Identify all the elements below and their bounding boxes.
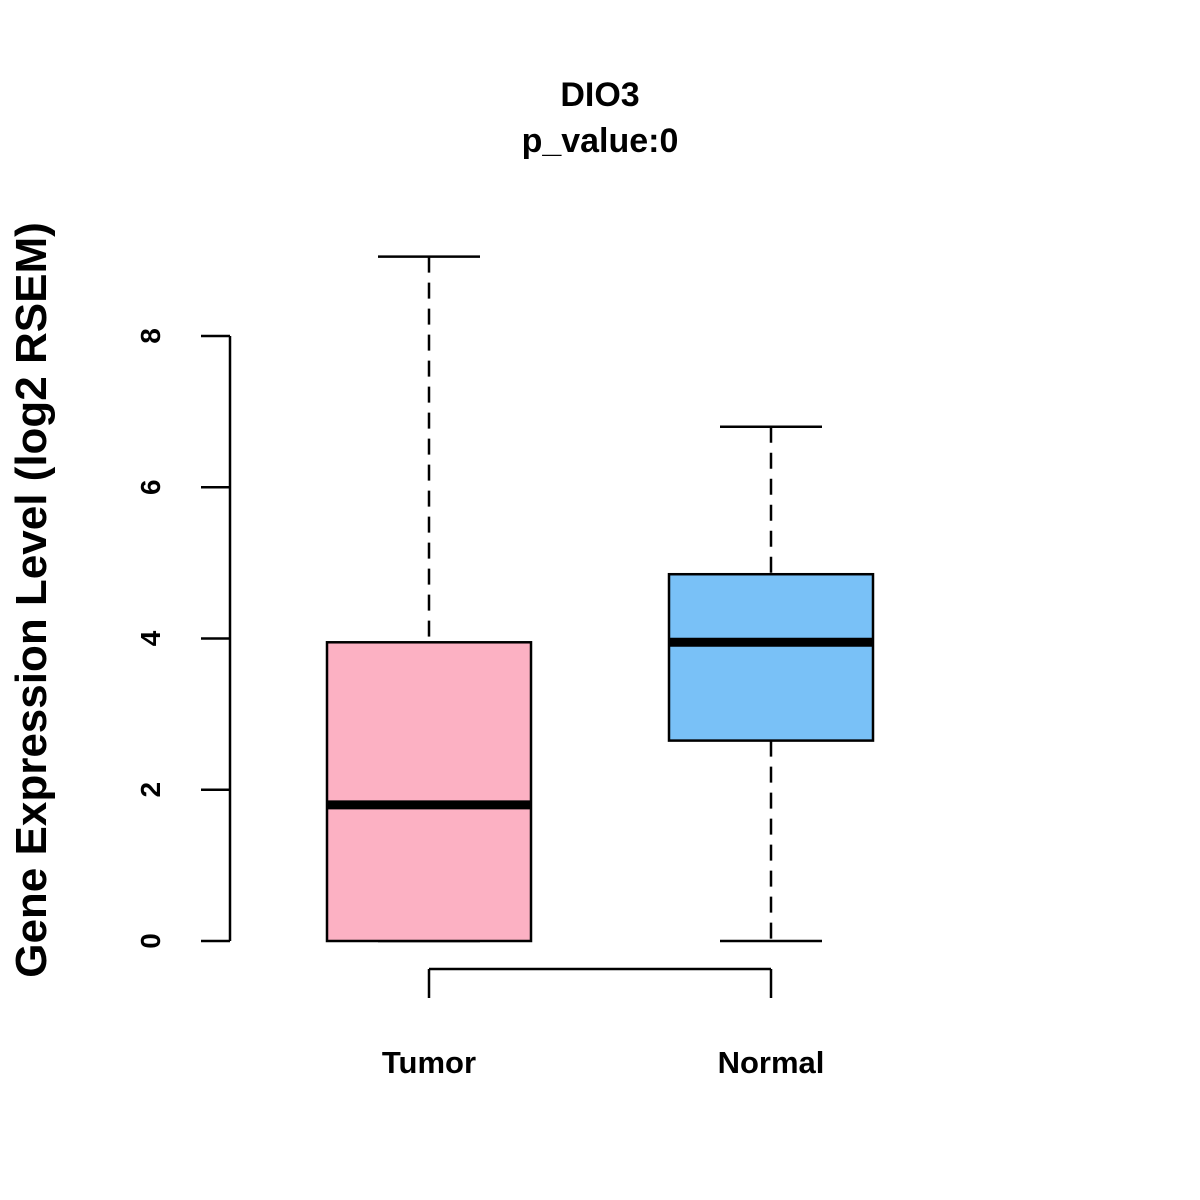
box-normal bbox=[667, 425, 875, 943]
x-axis: Tumor Normal bbox=[382, 967, 825, 1080]
chart-subtitle: p_value:0 bbox=[522, 122, 679, 160]
chart-title: DIO3 bbox=[560, 76, 639, 114]
iqr-box bbox=[667, 572, 875, 742]
x-tick-label-normal: Normal bbox=[718, 1045, 825, 1080]
iqr-box bbox=[325, 641, 533, 943]
y-tick-label: 6 bbox=[135, 479, 166, 495]
box-tumor bbox=[325, 255, 533, 943]
y-tick-label: 4 bbox=[135, 630, 166, 646]
y-tick-label: 0 bbox=[135, 933, 166, 949]
y-tick-label: 8 bbox=[135, 328, 166, 344]
y-axis: 0 2 4 6 8 bbox=[135, 328, 232, 949]
y-axis-label: Gene Expression Level (log2 RSEM) bbox=[7, 222, 56, 978]
x-tick-label-tumor: Tumor bbox=[382, 1045, 476, 1080]
boxes-group bbox=[325, 255, 875, 943]
y-tick-label: 2 bbox=[135, 782, 166, 798]
